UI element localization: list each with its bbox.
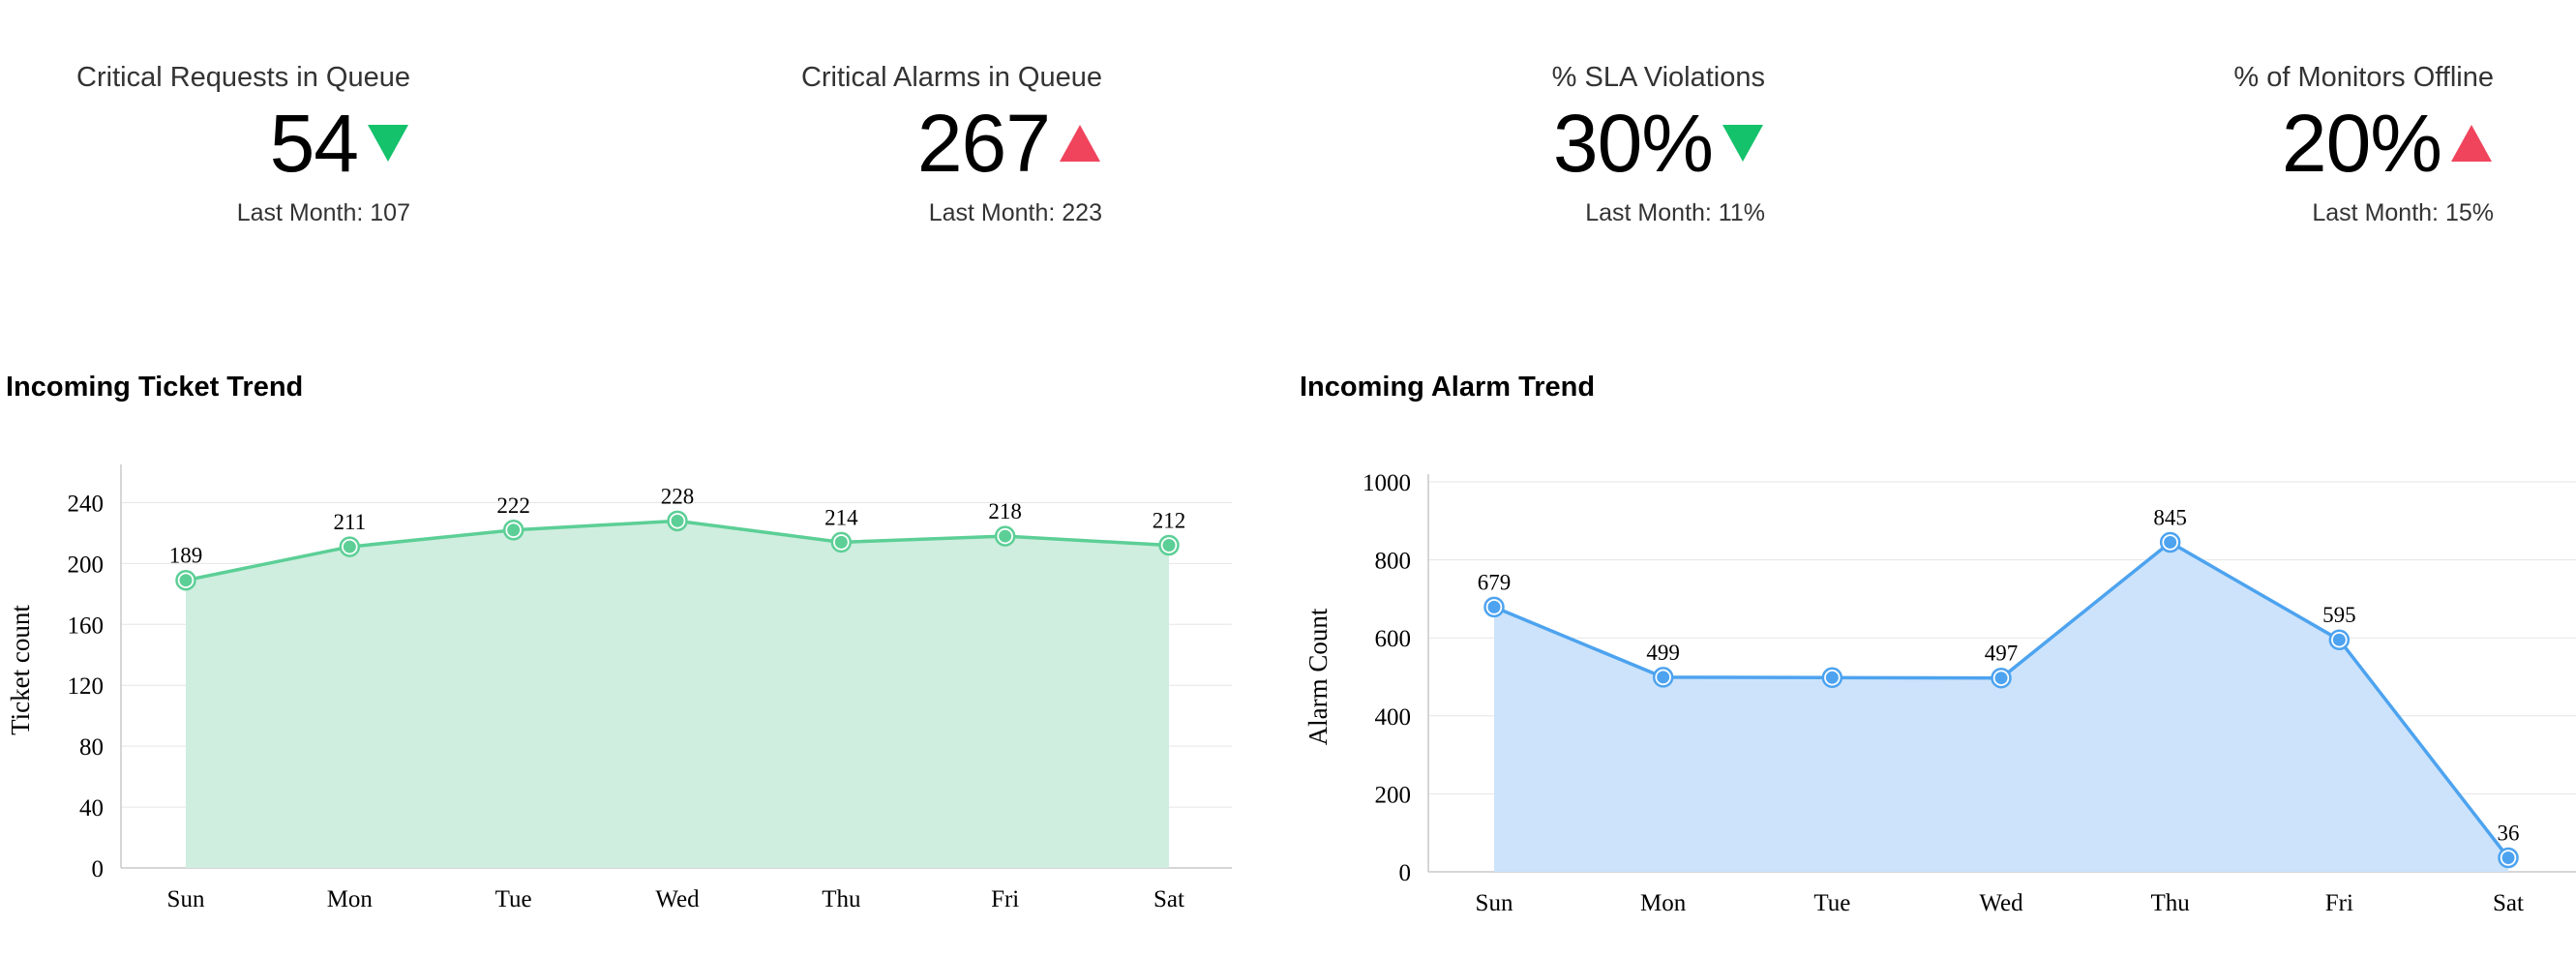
x-tick-label: Tue [1813,890,1850,916]
kpi-value-row: 30% [1262,99,1765,188]
kpi-title: Critical Alarms in Queue [800,62,1102,93]
kpi-value: 30% [1552,98,1714,189]
kpi-value-row: 20% [1991,99,2494,188]
trend-up-icon [2451,125,2492,162]
data-point [507,523,521,537]
x-tick-label: Thu [2151,890,2191,916]
y-tick-label: 800 [1375,549,1412,575]
x-tick-label: Wed [655,886,700,912]
y-tick-label: 160 [68,612,105,639]
data-label: 845 [2153,505,2187,529]
x-tick-label: Sat [1153,886,1184,912]
kpi-value: 20% [2281,98,2442,189]
data-point [179,574,193,587]
data-label: 211 [334,510,367,534]
x-tick-label: Mon [1640,890,1687,916]
x-tick-label: Sun [167,886,205,912]
kpi-value: 267 [916,98,1051,189]
data-label: 499 [1646,641,1680,665]
data-point [1825,671,1839,684]
x-tick-label: Sun [1476,890,1513,916]
x-tick-label: Wed [1979,890,2023,916]
kpi-card-critical-alarms: Critical Alarms in Queue 267 Last Month:… [599,56,1102,234]
kpi-last-month: Last Month: 107 [236,199,410,226]
trend-up-icon [1060,125,1100,162]
y-tick-label: 40 [79,795,104,822]
data-label: 497 [1985,642,2019,666]
data-point [999,529,1012,543]
x-tick-label: Fri [991,886,1019,912]
y-tick-label: 240 [68,491,105,517]
ticket-trend-chart: 0 40 80 120 160 200 240 Ticket count 189 Sun 211 Mo… [6,464,1232,912]
data-point [834,535,848,549]
kpi-last-month: Last Month: 11% [1585,199,1765,226]
kpi-card-sla-violations: % SLA Violations 30% Last Month: 11% [1262,56,1765,234]
data-label: 189 [169,544,203,568]
kpi-title: Critical Requests in Queue [76,62,410,93]
y-tick-label: 600 [1375,626,1412,652]
x-tick-label: Mon [327,886,374,912]
data-label: 595 [2322,603,2356,627]
data-point [343,540,356,553]
y-tick-label: 400 [1375,704,1412,731]
alarm-trend-chart: 0 200 400 600 800 1000 Alarm Count 679 Sun 499 Mon… [1303,470,2576,916]
data-point [2164,535,2177,549]
kpi-card-critical-requests: Critical Requests in Queue 54 Last Month… [0,56,410,234]
y-tick-label: 0 [1399,860,1412,886]
data-point [1994,672,2008,685]
y-tick-label: 1000 [1363,470,1411,496]
area-fill [186,521,1169,868]
y-axis-title: Ticket count [6,605,35,735]
area-fill [1494,542,2508,872]
y-tick-label: 0 [92,856,105,882]
kpi-value: 54 [269,98,359,189]
y-axis-title: Alarm Count [1303,608,1333,745]
trend-down-icon [1722,125,1763,162]
data-point [1162,539,1176,553]
alarm-trend-title: Incoming Alarm Trend [1300,372,1596,403]
data-label: 222 [496,493,530,518]
kpi-last-month: Last Month: 15% [2312,199,2494,226]
kpi-title: % of Monitors Offline [2233,62,2494,93]
y-tick-label: 80 [79,734,104,761]
kpi-card-monitors-offline: % of Monitors Offline 20% Last Month: 15… [1991,56,2494,234]
y-tick-label: 200 [1375,782,1412,808]
kpi-title: % SLA Violations [1551,62,1765,93]
data-label: 679 [1478,570,1512,594]
kpi-value-row: 54 [0,99,410,188]
data-label: 228 [661,484,695,508]
kpi-last-month: Last Month: 223 [928,199,1102,226]
data-point [671,514,684,527]
kpi-value-row: 267 [599,99,1102,188]
trend-down-icon [368,125,408,162]
data-label: 218 [988,499,1022,523]
data-point [2501,851,2515,864]
data-point [2332,633,2346,646]
data-point [1487,600,1501,613]
x-tick-label: Sat [2493,890,2524,916]
x-tick-label: Fri [2325,890,2353,916]
data-label: 214 [824,505,858,529]
y-tick-label: 120 [68,673,105,700]
data-label: 36 [2498,821,2520,845]
y-tick-label: 200 [68,552,105,578]
x-tick-label: Tue [495,886,532,912]
data-label: 212 [1153,509,1186,533]
x-tick-label: Thu [822,886,861,912]
data-point [1657,671,1670,684]
ticket-trend-title: Incoming Ticket Trend [6,372,304,403]
